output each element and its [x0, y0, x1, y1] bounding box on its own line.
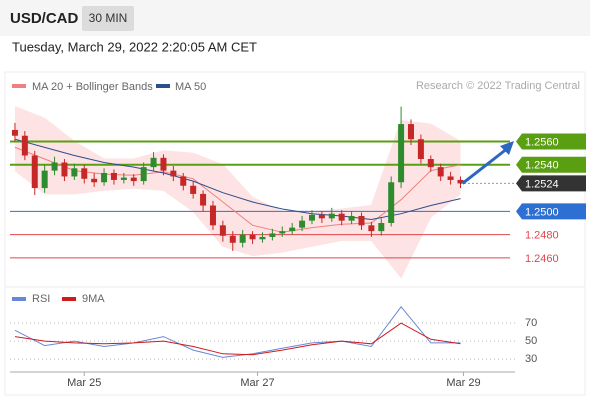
y-tick-label: 70 — [525, 317, 537, 329]
candle-body — [41, 170, 48, 189]
indicator-line — [14, 322, 461, 356]
candle-body — [417, 139, 424, 159]
symbol: USD/CAD — [10, 10, 79, 27]
candle-body — [269, 233, 276, 237]
ma20-line — [14, 146, 461, 233]
candle-body — [338, 213, 345, 221]
forecast-arrow — [461, 146, 509, 185]
candle-body — [61, 162, 68, 177]
last-price-box — [516, 175, 586, 192]
legend-swatch — [12, 297, 26, 301]
candle-body — [398, 124, 405, 183]
band-upper — [14, 106, 461, 212]
candle-body — [31, 155, 38, 189]
legend-swatch — [12, 84, 26, 88]
level-label: 1.2460 — [525, 253, 559, 265]
candle-body — [101, 172, 108, 183]
candle-body — [140, 167, 147, 182]
band-lower — [14, 170, 461, 279]
x-tick-label: Mar 29 — [446, 377, 480, 389]
candle-body — [407, 124, 414, 140]
level-label: 1.2540 — [525, 160, 559, 172]
candle-body — [318, 214, 325, 219]
candle-body — [219, 225, 226, 236]
x-tick-label: Mar 25 — [67, 377, 101, 389]
candle-body — [21, 135, 28, 156]
level-box — [516, 156, 586, 173]
interval-label[interactable]: 30 MIN — [89, 11, 128, 25]
rsi-panel — [4, 286, 586, 396]
last-price-label: 1.2524 — [525, 178, 559, 190]
candle-body — [170, 170, 177, 177]
level-label: 1.2500 — [525, 206, 559, 218]
candle-body — [378, 222, 385, 232]
legend-label: 9MA — [82, 293, 105, 305]
legend-swatch — [62, 297, 76, 301]
candle-body — [11, 129, 18, 136]
candle-body — [180, 176, 187, 186]
interval-button[interactable] — [82, 6, 134, 31]
candle-body — [160, 157, 167, 171]
candle-body — [348, 216, 355, 221]
copyright: Research © 2022 Trading Central — [416, 80, 580, 92]
x-tick-label: Mar 27 — [240, 377, 274, 389]
candle-body — [388, 182, 395, 223]
legend-swatch — [156, 84, 170, 88]
level-label: 1.2480 — [525, 230, 559, 242]
candle-body — [200, 193, 207, 206]
ma50-line — [14, 138, 461, 221]
candle-body — [120, 177, 127, 180]
candle-body — [71, 168, 78, 177]
candle-body — [190, 185, 197, 194]
forecast-arrowhead — [500, 141, 514, 155]
candle-body — [308, 214, 315, 221]
candle-body — [358, 216, 365, 226]
candle-body — [299, 220, 306, 228]
y-tick-label: 30 — [525, 353, 537, 365]
level-box — [516, 203, 586, 220]
legend-label: MA 20 + Bollinger Bands — [32, 81, 153, 93]
candle-body — [229, 235, 236, 243]
level-box — [516, 133, 586, 150]
candle-body — [130, 177, 137, 182]
y-tick-label: 50 — [525, 335, 537, 347]
candle-body — [279, 231, 286, 234]
candle-body — [457, 179, 464, 184]
candle-body — [150, 157, 157, 168]
candle-body — [239, 234, 246, 243]
candle-body — [289, 227, 296, 232]
candle-body — [368, 225, 375, 232]
candle-body — [249, 234, 256, 240]
candle-body — [447, 176, 454, 180]
candle-body — [328, 213, 335, 219]
candle-body — [259, 236, 266, 240]
level-label: 1.2560 — [525, 136, 559, 148]
timestamp: Tuesday, March 29, 2022 2:20:05 AM CET — [12, 39, 257, 54]
candle-body — [110, 172, 117, 180]
legend-label: RSI — [32, 293, 50, 305]
candle-body — [437, 167, 444, 177]
legend-label: MA 50 — [175, 81, 206, 93]
candle-body — [51, 162, 58, 171]
candle-body — [91, 178, 98, 183]
candle-body — [209, 205, 216, 226]
candle-body — [427, 158, 434, 168]
candle-body — [81, 168, 88, 179]
